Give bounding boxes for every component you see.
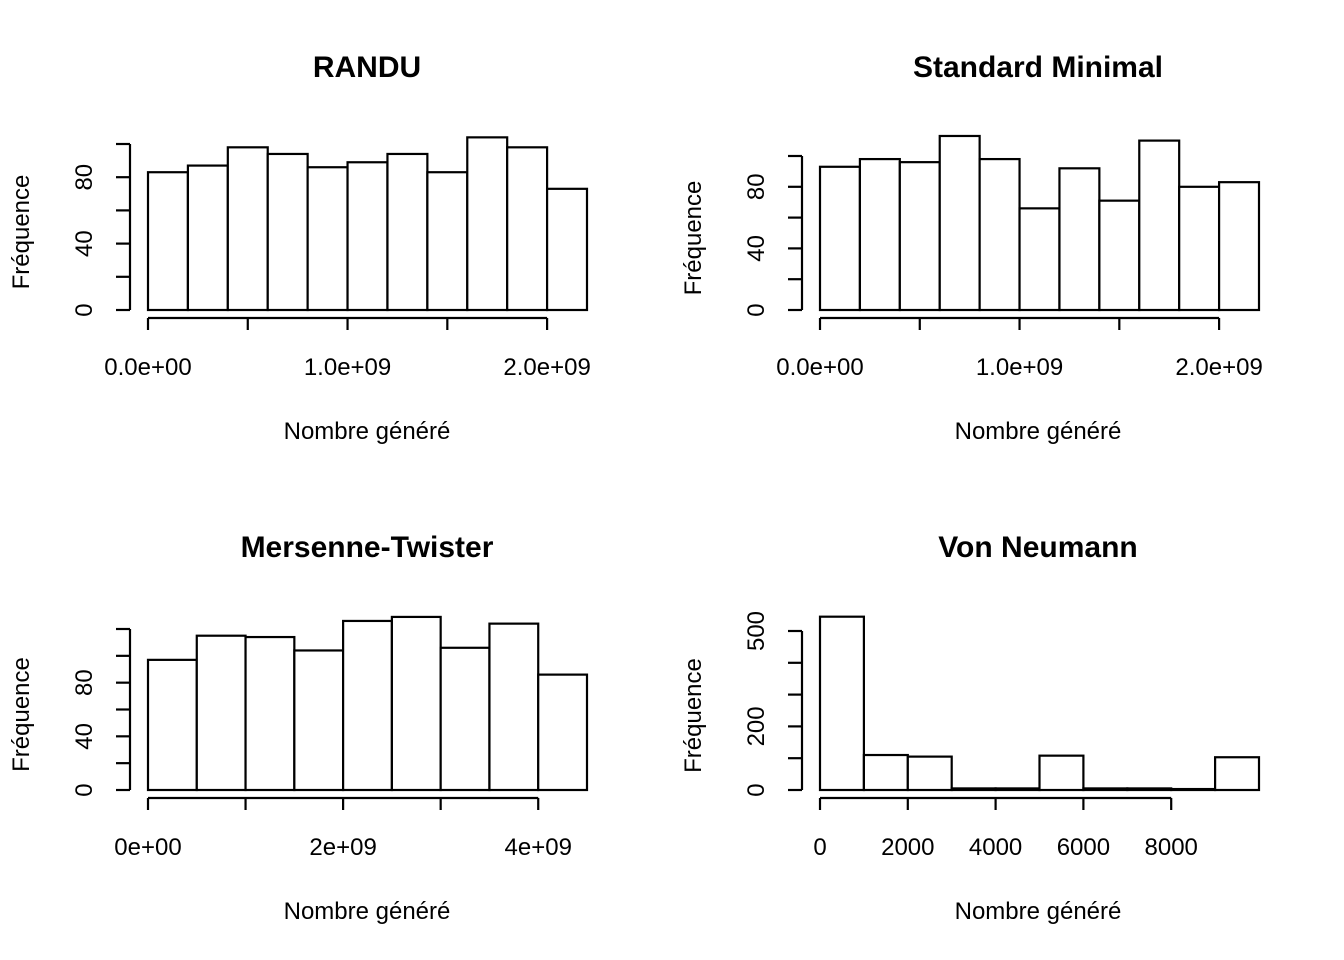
histogram-panel-2: Standard Minimal 0.0e+00 1.0e+09 2.0e+09 0 40… (680, 51, 1263, 445)
histogram-bar (950, 787, 997, 792)
y-axis-label: Fréquence (680, 658, 707, 773)
x-tick-label: 0.0e+00 (776, 354, 863, 381)
histogram-bar (1138, 139, 1181, 312)
y-tick-label: 80 (71, 164, 98, 191)
histogram-bar (386, 152, 429, 312)
histogram-bar (266, 152, 309, 312)
histogram-panel-3: Mersenne-Twister 0e+00 2e+09 4e+09 0 40 80 Nomb… (8, 531, 589, 925)
histogram-bar (1098, 199, 1141, 312)
y-axis-label: Fréquence (8, 657, 35, 772)
x-axis-label: Nombre généré (284, 898, 451, 925)
histogram-bar (146, 658, 198, 792)
histogram-bar (1178, 185, 1221, 312)
histogram-bar (858, 157, 901, 312)
y-tick-label: 200 (743, 706, 770, 746)
x-tick-label: 4000 (969, 834, 1022, 861)
histogram-bar (1213, 756, 1261, 792)
histogram-bar (938, 134, 981, 312)
x-tick-label: 2000 (881, 834, 934, 861)
y-tick-label: 40 (743, 235, 770, 262)
y-tick-label: 0 (71, 783, 98, 796)
y-tick-label: 80 (71, 669, 98, 696)
x-tick-label: 0e+00 (114, 834, 181, 861)
x-axis-label: Nombre généré (955, 898, 1122, 925)
x-tick-label: 4e+09 (505, 834, 572, 861)
chart-title: Mersenne-Twister (241, 531, 494, 564)
histogram-bar (545, 187, 589, 312)
histogram-bar (244, 635, 296, 792)
histogram-bar (1082, 787, 1129, 792)
histogram-bar (1217, 181, 1261, 312)
y-tick-label: 40 (71, 230, 98, 257)
histogram-bar (226, 146, 269, 312)
x-tick-label: 6000 (1057, 834, 1110, 861)
histogram-bar (506, 146, 549, 312)
histogram-bar (342, 619, 393, 792)
histogram-bar (390, 615, 442, 792)
histogram-bar (1170, 787, 1217, 792)
chart-title: RANDU (313, 51, 421, 84)
y-tick-label: 0 (743, 783, 770, 796)
histogram-bar (537, 673, 589, 792)
x-tick-label: 8000 (1145, 834, 1198, 861)
histogram-bar (994, 787, 1041, 792)
x-tick-label: 2.0e+09 (503, 354, 590, 381)
histogram-bar (978, 157, 1021, 312)
histogram-bar (898, 161, 941, 312)
histogram-bar (426, 171, 469, 312)
histogram-bar (862, 753, 909, 792)
histogram-bar (346, 161, 389, 312)
y-tick-label: 0 (743, 303, 770, 316)
x-tick-label: 2e+09 (309, 834, 376, 861)
y-tick-label: 500 (743, 611, 770, 651)
histogram-bar (439, 646, 491, 792)
chart-title: Von Neumann (938, 531, 1137, 564)
histogram-bar (466, 136, 509, 312)
histogram-bar (818, 165, 862, 312)
histogram-bar (818, 615, 866, 792)
histogram-bar (186, 164, 229, 312)
x-axis-label: Nombre généré (955, 418, 1122, 445)
histogram-bar (1018, 207, 1061, 312)
y-axis-label: Fréquence (680, 181, 707, 296)
histogram-bar (488, 622, 540, 792)
histogram-bar (146, 171, 190, 312)
histogram-bar (293, 649, 345, 792)
histogram-bar (906, 755, 953, 792)
y-axis-label: Fréquence (8, 175, 35, 290)
histogram-panel-1: RANDU 0.0e+00 1.0e+09 2.0e+09 0 40 80 Nombre gé… (8, 51, 591, 445)
y-tick-label: 0 (71, 303, 98, 316)
y-tick-label: 80 (743, 173, 770, 200)
histogram-bar (195, 634, 247, 792)
x-tick-label: 0.0e+00 (104, 354, 191, 381)
histogram-bar (1038, 754, 1085, 792)
x-axis-label: Nombre généré (284, 418, 451, 445)
x-tick-label: 2.0e+09 (1175, 354, 1262, 381)
histogram-bar (1126, 787, 1173, 792)
histogram-panel-4: Von Neumann 0 2000 4000 6000 8000 0 200 500 Nombr… (680, 531, 1261, 925)
x-tick-label: 0 (813, 834, 826, 861)
x-tick-label: 1.0e+09 (976, 354, 1063, 381)
chart-title: Standard Minimal (913, 51, 1163, 84)
x-tick-label: 1.0e+09 (304, 354, 391, 381)
y-tick-label: 40 (71, 723, 98, 750)
histogram-bar (1058, 167, 1101, 312)
histogram-bar (306, 166, 349, 312)
